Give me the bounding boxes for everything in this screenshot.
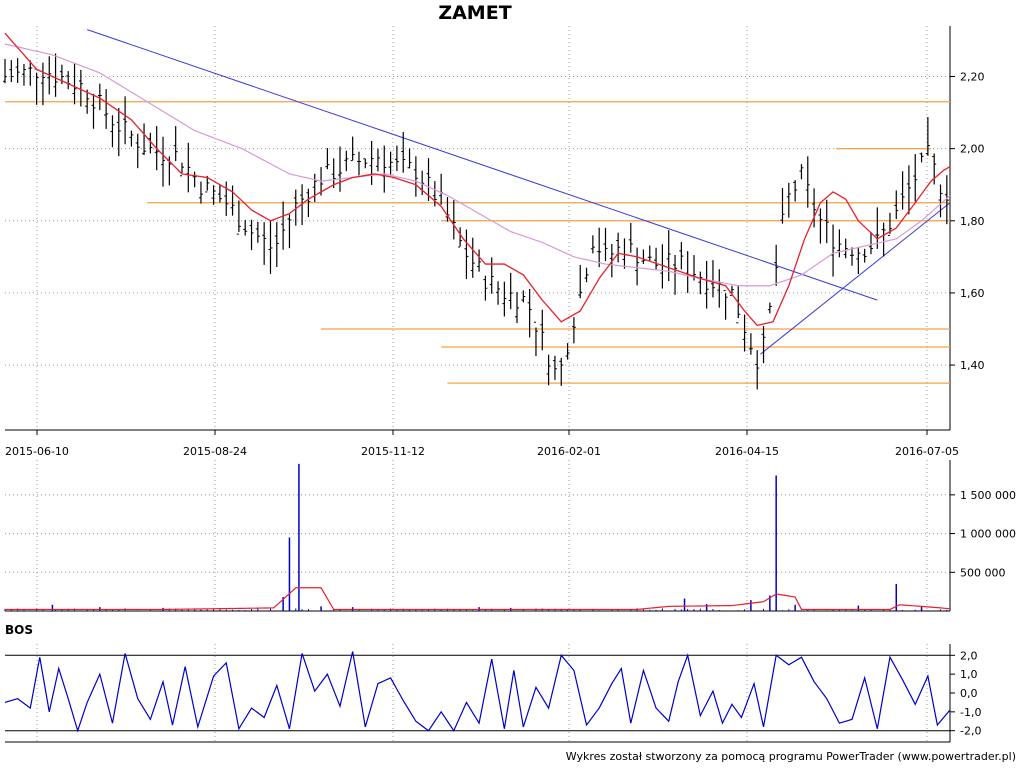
volume-y-tick-label: 1 000 000	[960, 528, 1016, 541]
bos-y-tick-label: -1,0	[960, 706, 981, 719]
price-x-tick-label: 2016-02-01	[537, 445, 601, 458]
volume-average-line	[5, 587, 951, 611]
moving-average-long	[4, 43, 951, 287]
price-x-tick-label: 2016-07-05	[895, 445, 959, 458]
price-y-tick-label: 1,60	[960, 287, 985, 300]
volume-y-tick-label: 500 000	[960, 566, 1006, 579]
bos-line	[4, 651, 951, 733]
price-panel: 1,40 1,60 1,80 2,00 2,20 2015-06-10 2015-08-24…	[3, 26, 985, 458]
bos-y-tick-label: 1,0	[960, 668, 978, 681]
price-y-tick-label: 2,00	[960, 143, 985, 156]
price-y-tick-label: 1,40	[960, 359, 985, 372]
price-x-tick-label: 2015-11-12	[361, 445, 425, 458]
price-y-tick-label: 1,80	[960, 215, 985, 228]
bos-y-tick-label: 0,0	[960, 687, 978, 700]
bos-y-tick-label: 2,0	[960, 649, 978, 662]
price-x-tick-label: 2015-08-24	[183, 445, 247, 458]
price-x-tick-label: 2015-06-10	[5, 445, 69, 458]
bos-panel: 2,0 1,0 0,0 -1,0 -2,0	[4, 644, 981, 743]
volume-panel: 500 000 1 000 000 1 500 000	[4, 460, 1016, 612]
volume-y-tick-label: 1 500 000	[960, 489, 1016, 502]
trend-line	[760, 202, 951, 355]
price-x-tick-label: 2016-04-15	[715, 445, 779, 458]
credit-text: Wykres został stworzony za pomocą progra…	[565, 750, 1016, 763]
price-y-tick-label: 2,20	[960, 71, 985, 84]
chart-title: ZAMET	[438, 2, 512, 24]
trend-line	[87, 29, 878, 301]
bos-y-tick-label: -2,0	[960, 725, 981, 738]
moving-average-short	[4, 32, 951, 327]
bos-panel-label: BOS	[5, 623, 33, 637]
